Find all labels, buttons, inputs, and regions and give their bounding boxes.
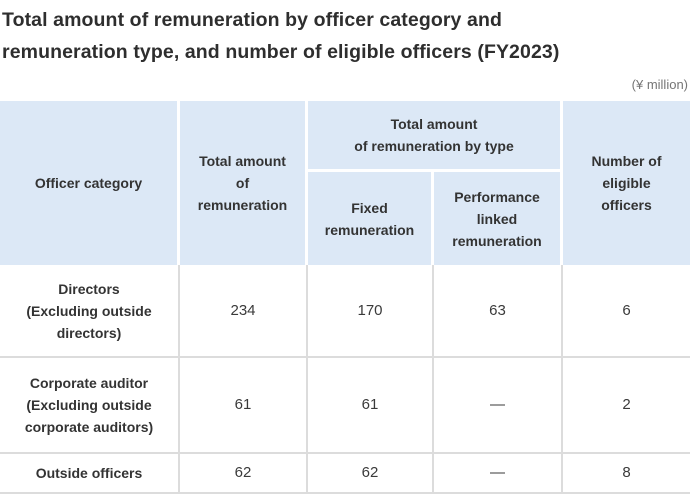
header-performance-linked-remuneration: Performance linked remuneration bbox=[434, 172, 563, 265]
row-directors-eligible: 6 bbox=[563, 265, 690, 358]
row-outside-officers-eligible: 8 bbox=[563, 454, 690, 494]
header-total-amount: Total amount of remuneration bbox=[180, 101, 308, 265]
row-outside-officers-fixed: 62 bbox=[308, 454, 434, 494]
row-corporate-auditor-category: Corporate auditor (Excluding outside cor… bbox=[0, 358, 180, 454]
row-outside-officers-performance: — bbox=[434, 454, 563, 494]
row-outside-officers-category: Outside officers bbox=[0, 454, 180, 494]
row-corporate-auditor-total: 61 bbox=[180, 358, 308, 454]
currency-unit-note: (¥ million) bbox=[631, 77, 688, 92]
row-directors-category: Directors (Excluding outside directors) bbox=[0, 265, 180, 358]
row-corporate-auditor-fixed: 61 bbox=[308, 358, 434, 454]
row-corporate-auditor-eligible: 2 bbox=[563, 358, 690, 454]
header-officer-category: Officer category bbox=[0, 101, 180, 265]
remuneration-table: Officer category Total amount of remuner… bbox=[0, 101, 690, 494]
row-directors-total: 234 bbox=[180, 265, 308, 358]
header-number-of-eligible-officers: Number of eligible officers bbox=[563, 101, 690, 265]
row-directors-performance: 63 bbox=[434, 265, 563, 358]
header-fixed-remuneration: Fixed remuneration bbox=[308, 172, 434, 265]
header-remuneration-by-type-group: Total amount of remuneration by type bbox=[308, 101, 563, 172]
row-directors-fixed: 170 bbox=[308, 265, 434, 358]
page-title: Total amount of remuneration by officer … bbox=[2, 9, 560, 63]
row-outside-officers-total: 62 bbox=[180, 454, 308, 494]
row-corporate-auditor-performance: — bbox=[434, 358, 563, 454]
